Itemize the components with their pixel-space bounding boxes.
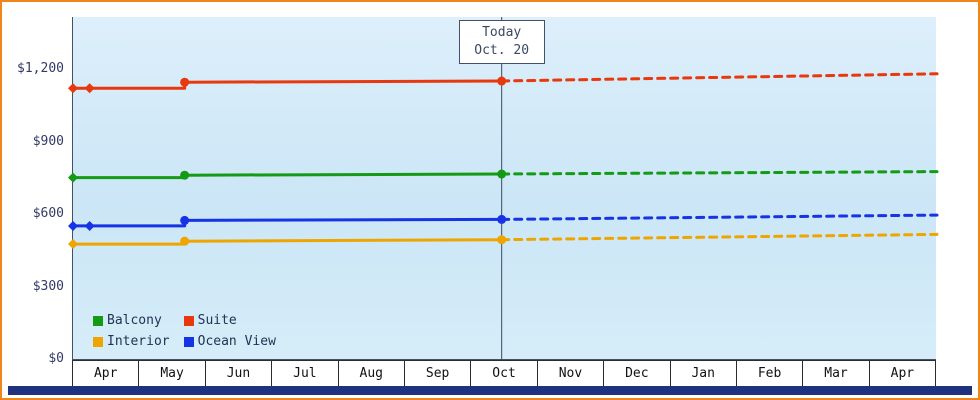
suite-marker bbox=[68, 83, 78, 94]
legend-label: Interior bbox=[107, 334, 170, 349]
x-axis-month-label: Mar bbox=[802, 360, 870, 387]
today-label-line2: Oct. 20 bbox=[474, 42, 530, 58]
legend: Balcony Suite Interior Ocean View bbox=[93, 313, 276, 349]
chart-canvas bbox=[68, 17, 939, 360]
balcony-line bbox=[71, 172, 504, 180]
interior-marker bbox=[497, 235, 507, 245]
plot-area: Today Oct. 20 Balcony Suite Interior Ocean … bbox=[68, 17, 939, 360]
suite-line bbox=[71, 79, 504, 90]
suite-forecast-line bbox=[500, 72, 939, 83]
x-axis-month-label: Dec bbox=[603, 360, 671, 387]
suite-marker bbox=[180, 77, 190, 87]
legend-swatch bbox=[93, 315, 103, 326]
x-axis-month-label: Apr bbox=[868, 360, 937, 387]
interior-marker bbox=[68, 239, 78, 250]
today-label-line1: Today bbox=[482, 25, 522, 40]
suite-marker bbox=[84, 83, 95, 94]
balcony-marker bbox=[68, 172, 78, 183]
today-label: Today Oct. 20 bbox=[458, 20, 545, 65]
x-axis-month-row: Apr May Jun Jul Aug Sep Oct Nov Dec Jan Feb Mar Apr bbox=[72, 360, 937, 387]
y-axis-tick-label: $300 bbox=[32, 278, 64, 294]
legend-item-suite: Suite bbox=[183, 313, 276, 328]
footer-bar bbox=[8, 386, 972, 395]
ocean-view-marker bbox=[180, 215, 190, 225]
x-axis-month-label: May bbox=[138, 360, 206, 387]
y-axis-tick-label: $900 bbox=[32, 133, 64, 149]
x-axis-month-label: Apr bbox=[72, 360, 140, 387]
x-axis-month-label: Nov bbox=[536, 360, 605, 387]
legend-swatch bbox=[93, 336, 103, 347]
interior-forecast-line bbox=[500, 232, 939, 242]
x-axis-month-label: Sep bbox=[403, 360, 472, 387]
legend-item-balcony: Balcony bbox=[93, 313, 170, 328]
balcony-forecast-line bbox=[500, 170, 939, 176]
x-axis-month-label: Jun bbox=[204, 360, 273, 387]
ocean-view-forecast-line bbox=[500, 213, 939, 221]
balcony-marker bbox=[497, 169, 507, 179]
legend-label: Balcony bbox=[107, 313, 162, 328]
suite-marker bbox=[497, 76, 507, 86]
x-axis-month-label: Jan bbox=[669, 360, 737, 387]
legend-item-interior: Interior bbox=[93, 334, 170, 349]
balcony-marker bbox=[180, 170, 190, 180]
interior-line bbox=[71, 238, 504, 246]
legend-swatch bbox=[183, 336, 194, 347]
legend-label: Ocean View bbox=[197, 334, 276, 349]
legend-label: Suite bbox=[197, 313, 237, 328]
ocean-view-marker bbox=[68, 220, 78, 231]
ocean-view-marker bbox=[84, 220, 95, 231]
legend-swatch bbox=[183, 315, 194, 326]
y-axis-tick-label: $1,200 bbox=[17, 61, 64, 77]
x-axis-month-label: Aug bbox=[337, 360, 405, 387]
legend-item-ocean-view: Ocean View bbox=[183, 334, 276, 349]
x-axis-month-label: Feb bbox=[735, 360, 804, 387]
x-axis-month-label: Jul bbox=[271, 360, 339, 387]
ocean-view-marker bbox=[497, 214, 507, 224]
y-axis-tick-label: $0 bbox=[48, 351, 64, 366]
ocean-view-line bbox=[71, 217, 504, 228]
x-axis-month-label: Oct bbox=[470, 360, 538, 387]
y-axis-tick-label: $600 bbox=[32, 206, 64, 222]
interior-marker bbox=[180, 236, 190, 246]
